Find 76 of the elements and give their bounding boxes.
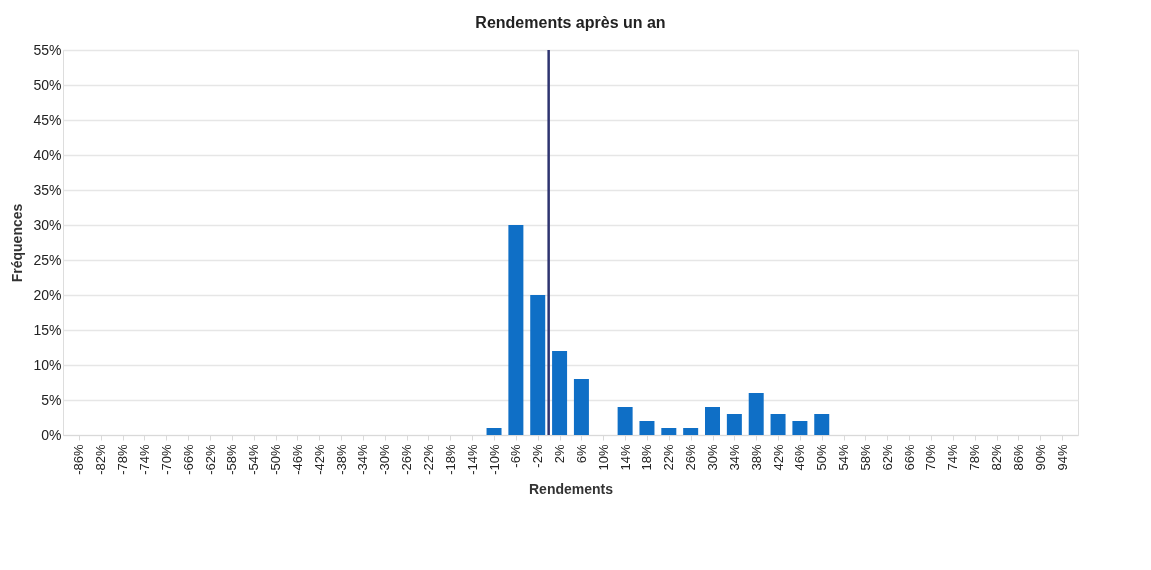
x-tick-label: -62%: [202, 444, 218, 475]
x-tick-label: 22%: [661, 444, 677, 471]
x-tick-label: -58%: [224, 444, 240, 475]
bar: [814, 414, 830, 435]
x-tick-label: -34%: [355, 444, 371, 475]
x-tick-label: -46%: [289, 444, 305, 475]
bar: [661, 428, 677, 435]
x-tick-label: 58%: [857, 444, 873, 471]
x-tick-label: -54%: [246, 444, 262, 475]
x-tick-label: 38%: [748, 444, 764, 471]
x-tick-label: 62%: [879, 444, 895, 471]
x-tick-label: 2%: [552, 444, 568, 464]
x-tick-label: 14%: [617, 444, 633, 471]
x-tick-label: 74%: [945, 444, 961, 471]
x-tick-label: -78%: [115, 444, 131, 475]
x-tick-label: -6%: [508, 444, 524, 468]
x-tick-label: 50%: [814, 444, 830, 471]
x-tick-label: 70%: [923, 444, 939, 471]
x-tick-label: 94%: [1054, 444, 1070, 471]
bar: [639, 421, 655, 435]
x-tick-label: -82%: [93, 444, 109, 475]
bar: [726, 414, 742, 435]
x-tick-label: 82%: [989, 444, 1005, 471]
x-tick-label: -70%: [158, 444, 174, 475]
x-tick-label: 86%: [1010, 444, 1026, 471]
x-tick-label: -26%: [399, 444, 415, 475]
bar: [508, 225, 524, 435]
x-tick-label: 54%: [836, 444, 852, 471]
x-tick-label: 10%: [595, 444, 611, 471]
x-tick-label: -74%: [136, 444, 152, 475]
y-tick-label: 40%: [33, 146, 62, 163]
bar: [552, 351, 568, 435]
x-tick-label: -30%: [377, 444, 393, 475]
x-axis-title: Rendements: [528, 480, 614, 497]
y-tick-label: 25%: [33, 251, 62, 268]
bar: [617, 407, 633, 435]
bar: [748, 393, 764, 435]
x-tick-label: -14%: [464, 444, 480, 475]
x-tick-label: -66%: [180, 444, 196, 475]
x-tick-label: -18%: [442, 444, 458, 475]
y-tick-label: 55%: [33, 41, 62, 58]
x-tick-label: 78%: [967, 444, 983, 471]
bar: [573, 379, 589, 435]
x-tick-label: -86%: [71, 444, 87, 475]
x-tick-label: 90%: [1032, 444, 1048, 471]
x-tick-label: 42%: [770, 444, 786, 471]
y-tick-label: 15%: [33, 321, 62, 338]
bar: [683, 428, 699, 435]
x-tick-label: 34%: [726, 444, 742, 471]
bar: [486, 428, 502, 435]
x-tick-label: 30%: [705, 444, 721, 471]
bar: [770, 414, 786, 435]
x-tick-label: -42%: [311, 444, 327, 475]
chart-title: Rendements après un an: [475, 14, 666, 31]
y-axis-title: Fréquences: [9, 203, 26, 283]
x-tick-label: -22%: [420, 444, 436, 475]
x-tick-label: -38%: [333, 444, 349, 475]
y-tick-label: 35%: [33, 181, 62, 198]
bar: [792, 421, 808, 435]
x-tick-label: 18%: [639, 444, 655, 471]
y-tick-label: 5%: [41, 391, 62, 408]
y-tick-label: 50%: [33, 76, 62, 93]
y-tick-label: 0%: [41, 426, 62, 443]
x-tick-label: -2%: [530, 444, 546, 468]
y-tick-label: 45%: [33, 111, 62, 128]
bar: [705, 407, 721, 435]
bar: [530, 295, 546, 435]
x-tick-label: 66%: [901, 444, 917, 471]
x-tick-label: -10%: [486, 444, 502, 475]
y-tick-label: 30%: [33, 216, 62, 233]
x-tick-label: 6%: [573, 444, 589, 464]
x-tick-label: -50%: [268, 444, 284, 475]
x-tick-label: 26%: [683, 444, 699, 471]
y-tick-label: 10%: [33, 356, 62, 373]
y-tick-label: 20%: [33, 286, 62, 303]
x-tick-label: 46%: [792, 444, 808, 471]
